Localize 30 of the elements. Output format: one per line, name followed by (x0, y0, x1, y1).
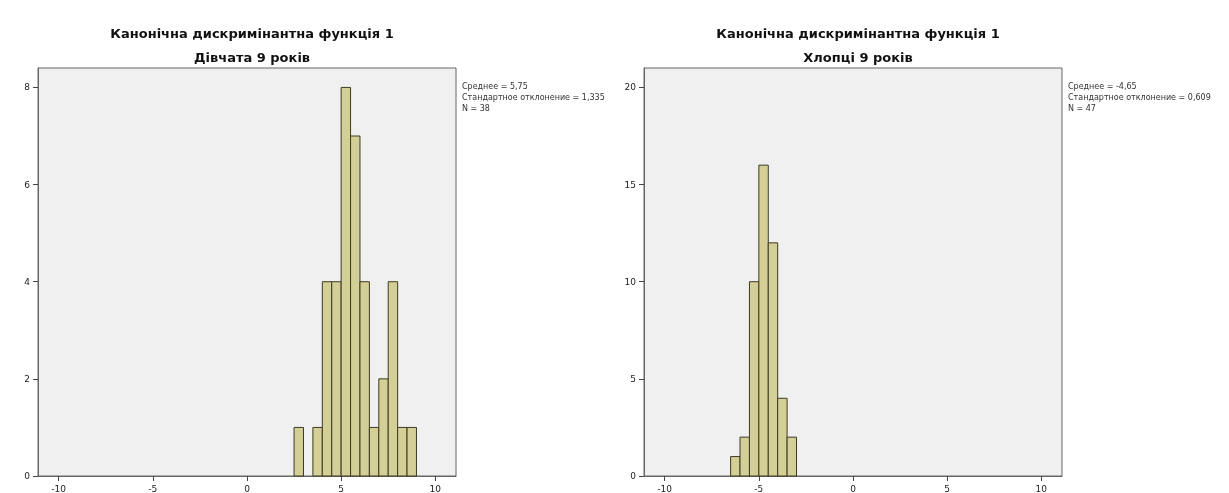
text: N = 47 (1068, 103, 1096, 113)
x-tick-label: 10 (1035, 483, 1048, 493)
y-tick-label: 4 (24, 276, 31, 287)
chart-title: Канонічна дискримінантна функція 1 (110, 26, 394, 41)
x-tick-label: 0 (244, 483, 251, 493)
y-tick-label: 2 (24, 373, 30, 384)
x-tick-label: -10 (657, 483, 673, 493)
text: Среднее = -4,65 (1068, 81, 1137, 91)
x-tick-label: 5 (338, 483, 345, 493)
x-tick-label: 10 (429, 483, 442, 493)
y-tick-label: 10 (624, 276, 637, 287)
chart-subtitle: Дівчата 9 років (193, 50, 311, 65)
x-tick-label: -5 (148, 483, 158, 493)
x-tick-label: -10 (51, 483, 67, 493)
text: Среднее = 5,75 (462, 81, 528, 91)
y-tick-label: 0 (24, 471, 31, 481)
x-tick-label: 5 (944, 483, 951, 493)
x-tick-label: -5 (754, 483, 764, 493)
text: Стандартное отклонение = 1,335 (462, 92, 605, 102)
y-tick-label: 0 (630, 471, 637, 481)
chart-subtitle: Хлопці 9 років (803, 50, 913, 65)
y-tick-label: 5 (630, 373, 636, 384)
y-tick-label: 6 (24, 179, 31, 190)
y-tick-label: 15 (624, 179, 636, 190)
y-tick-label: 8 (24, 82, 31, 93)
text: N = 38 (462, 103, 490, 113)
chart-title: Канонічна дискримінантна функція 1 (716, 26, 1000, 41)
text: Стандартное отклонение = 0,609 (1068, 92, 1211, 102)
y-tick-label: 20 (624, 82, 637, 93)
x-tick-label: 0 (850, 483, 857, 493)
